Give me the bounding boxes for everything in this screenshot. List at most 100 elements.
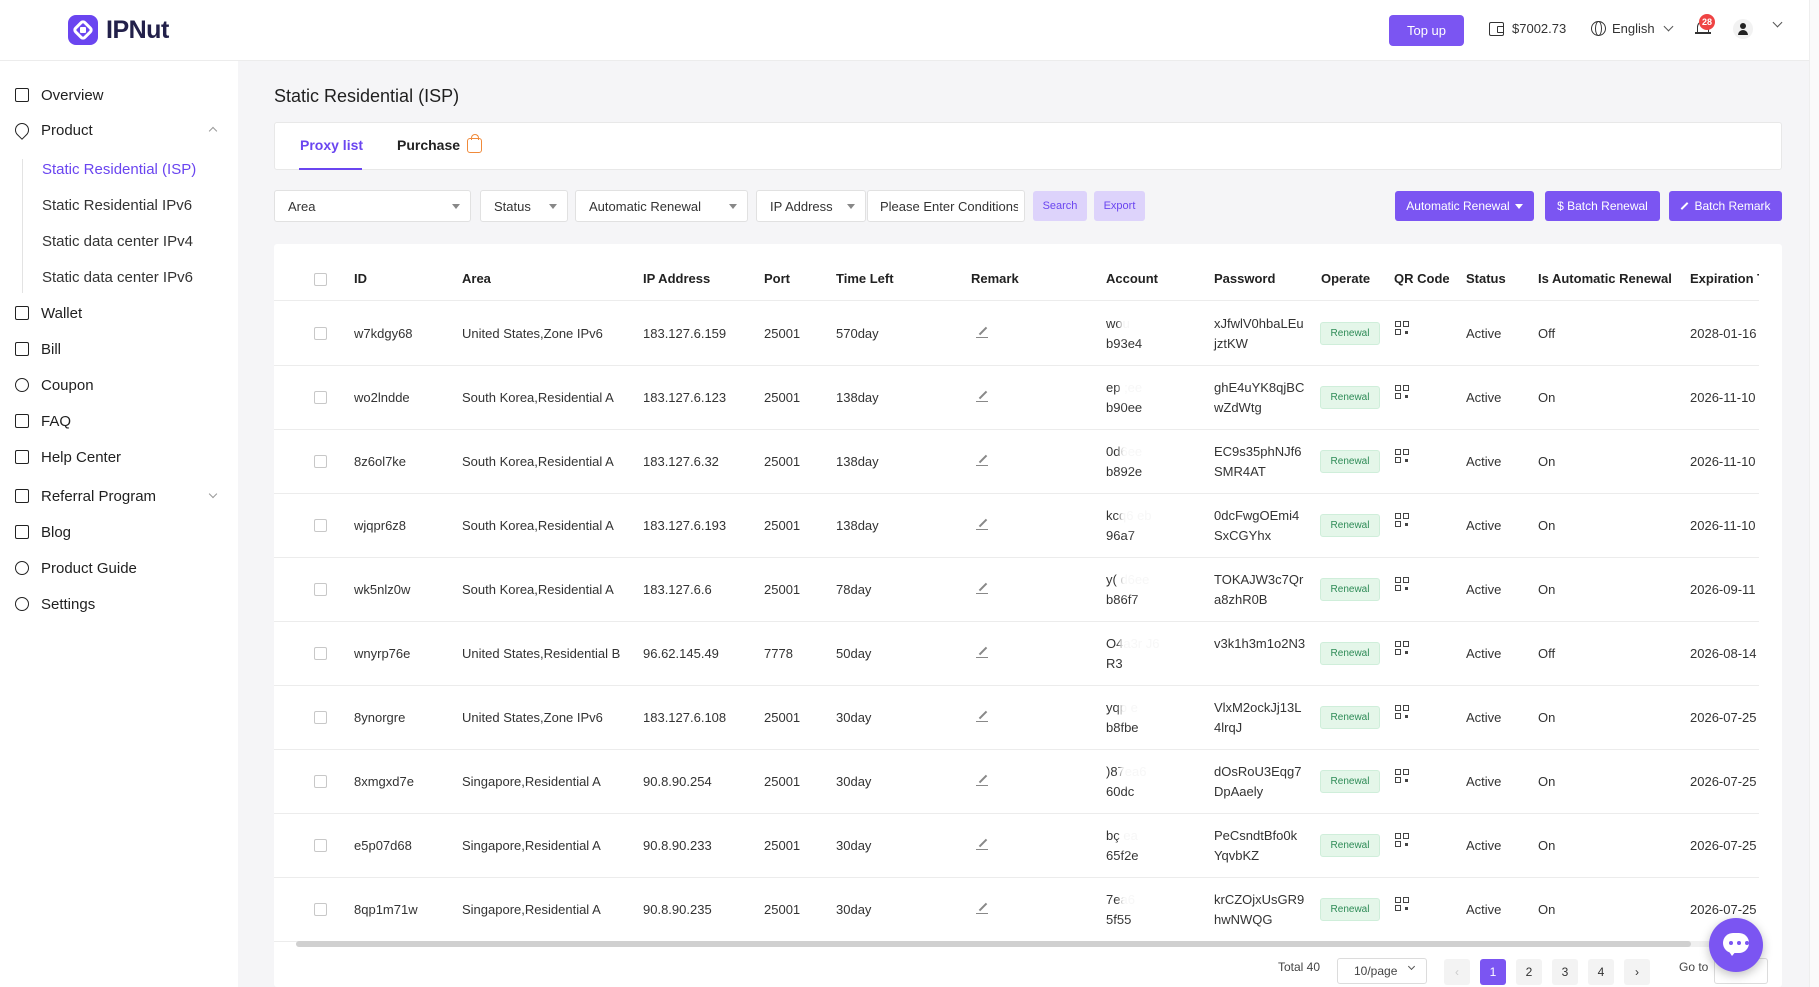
row-checkbox[interactable] [314,775,327,788]
batch-renewal-button[interactable]: $ Batch Renewal [1545,191,1660,221]
avatar[interactable] [1733,19,1753,39]
batch-remark-button[interactable]: Batch Remark [1669,191,1782,221]
chevron-up-icon[interactable] [208,126,218,136]
qr-code-icon[interactable] [1395,833,1410,848]
renewal-button[interactable]: Renewal [1320,898,1380,921]
wallet-icon [1489,21,1504,36]
sidebar-item-referral-program[interactable]: Referral Program [15,485,156,507]
edit-remark-icon[interactable] [976,518,988,530]
row-checkbox[interactable] [314,327,327,340]
edit-remark-icon[interactable] [976,902,988,914]
chevron-down-icon[interactable] [1772,17,1783,28]
edit-remark-icon[interactable] [976,390,988,402]
sidebar-item-bill[interactable]: Bill [15,338,61,360]
brand-logo[interactable]: IPNut [68,15,169,45]
edit-remark-icon[interactable] [976,646,988,658]
row-checkbox[interactable] [314,647,327,660]
renewal-button[interactable]: Renewal [1320,322,1380,345]
sidebar-item-settings[interactable]: Settings [15,593,95,615]
tab-purchase[interactable]: Purchase [397,137,461,153]
qr-code-icon[interactable] [1395,577,1410,592]
sidebar-subitem-datacenter-ipv6[interactable]: Static data center IPv6 [42,269,193,286]
page-4-button[interactable]: 4 [1588,959,1614,985]
ip-address-select[interactable]: IP Address [756,190,866,222]
sidebar-item-faq[interactable]: FAQ [15,410,71,432]
edit-remark-icon[interactable] [976,582,988,594]
row-checkbox[interactable] [314,455,327,468]
renewal-button[interactable]: Renewal [1320,706,1380,729]
qr-code-icon[interactable] [1395,705,1410,720]
qr-code-icon[interactable] [1395,769,1410,784]
page-scrollbar[interactable] [1809,0,1819,987]
top-up-button[interactable]: Top up [1389,15,1464,46]
qr-code-icon[interactable] [1395,449,1410,464]
sidebar-item-help-center[interactable]: Help Center [15,446,121,468]
chevron-down-icon[interactable] [208,489,218,499]
row-checkbox[interactable] [314,519,327,532]
prev-page-button[interactable]: ‹ [1444,959,1470,985]
qr-code-icon[interactable] [1395,321,1410,336]
renewal-button[interactable]: Renewal [1320,514,1380,537]
language-selector[interactable]: English [1591,21,1674,36]
sidebar-item-blog[interactable]: Blog [15,521,71,543]
cell-ip-address: 183.127.6.32 [643,454,719,469]
renewal-button[interactable]: Renewal [1320,578,1380,601]
sidebar-item-coupon[interactable]: Coupon [15,374,94,396]
sidebar-subitem-static-residential-ipv6[interactable]: Static Residential IPv6 [42,197,193,214]
row-checkbox[interactable] [314,391,327,404]
sidebar-item-wallet[interactable]: Wallet [15,302,82,324]
balance-display[interactable]: $7002.73 [1489,21,1566,36]
conditions-input[interactable]: Please Enter Conditions [867,190,1025,222]
renewal-button[interactable]: Renewal [1320,450,1380,473]
chat-support-button[interactable] [1709,918,1763,972]
sidebar-item-product[interactable]: Product [12,119,93,141]
edit-remark-icon[interactable] [976,710,988,722]
col-area: Area [462,271,491,286]
password-line-1: krCZOjxUsGR9 [1214,892,1305,907]
page-3-button[interactable]: 3 [1552,959,1578,985]
select-all-checkbox[interactable] [314,273,327,286]
horizontal-scrollbar[interactable] [296,941,1691,947]
qr-code-icon[interactable] [1395,641,1410,656]
account-redaction [1120,762,1180,786]
edit-remark-icon[interactable] [976,326,988,338]
edit-remark-icon[interactable] [976,774,988,786]
row-checkbox[interactable] [314,711,327,724]
account-line-2: b8fbe [1106,720,1139,735]
cell-time-left: 138day [836,518,879,533]
area-select[interactable]: Area [274,190,471,222]
next-page-button[interactable]: › [1624,959,1650,985]
automatic-renewal-button[interactable]: Automatic Renewal [1395,191,1534,221]
col-expiration: Expiration T [1690,271,1759,286]
cell-status: Active [1466,838,1502,853]
edit-remark-icon[interactable] [976,838,988,850]
row-checkbox[interactable] [314,903,327,916]
qr-code-icon[interactable] [1395,385,1410,400]
export-button[interactable]: Export [1094,191,1145,221]
row-checkbox[interactable] [314,839,327,852]
referral-icon [15,489,29,503]
row-checkbox[interactable] [314,583,327,596]
search-button[interactable]: Search [1033,191,1087,221]
sidebar-subitem-static-residential-isp[interactable]: Static Residential (ISP) [42,161,197,178]
account-redaction [1120,826,1180,850]
page-1-button[interactable]: 1 [1480,959,1506,985]
renewal-button[interactable]: Renewal [1320,642,1380,665]
sidebar-item-product-guide[interactable]: Product Guide [15,557,137,579]
renewal-button[interactable]: Renewal [1320,770,1380,793]
password-line-1: v3k1h3m1o2N3 [1214,636,1306,651]
tab-proxy-list[interactable]: Proxy list [300,137,364,153]
status-select[interactable]: Status [480,190,568,222]
qr-code-icon[interactable] [1395,513,1410,528]
cell-status: Active [1466,774,1502,789]
renewal-button[interactable]: Renewal [1320,386,1380,409]
sidebar-item-overview[interactable]: Overview [15,84,104,106]
automatic-renewal-select[interactable]: Automatic Renewal [575,190,748,222]
renewal-button[interactable]: Renewal [1320,834,1380,857]
page-2-button[interactable]: 2 [1516,959,1542,985]
sidebar-subitem-datacenter-ipv4[interactable]: Static data center IPv4 [42,233,193,250]
account-line-2: b86f7 [1106,592,1139,607]
edit-remark-icon[interactable] [976,454,988,466]
qr-code-icon[interactable] [1395,897,1410,912]
page-size-select[interactable]: 10/page [1337,958,1427,984]
